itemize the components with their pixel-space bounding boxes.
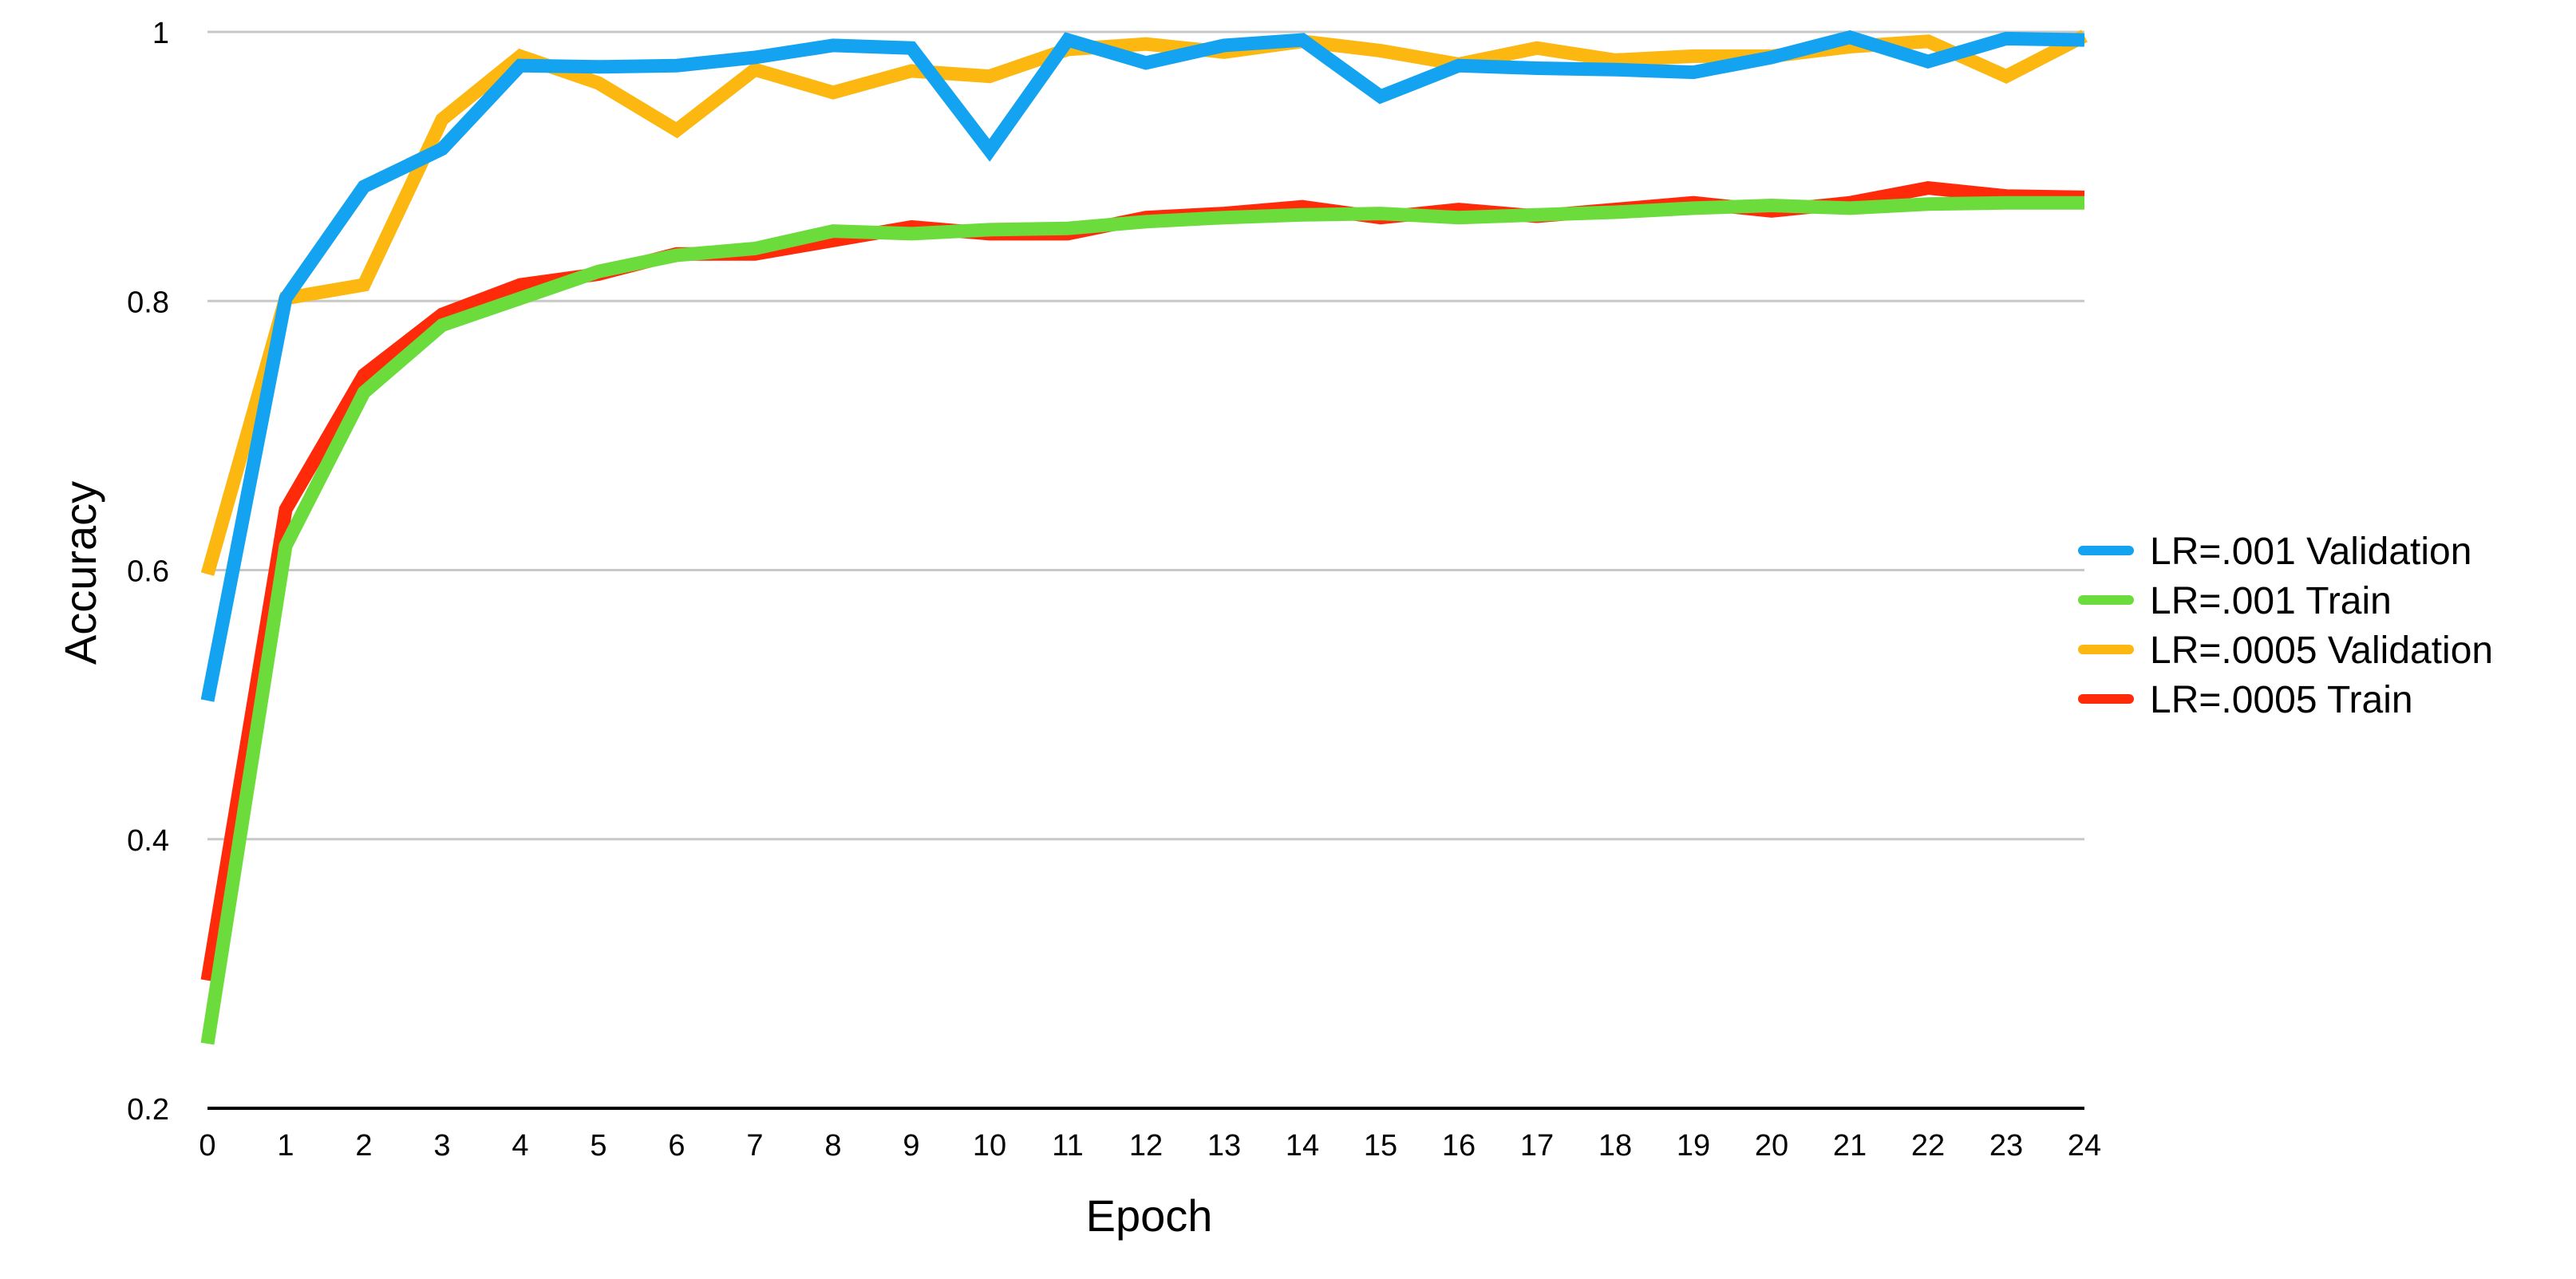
y-tick-label: 0.6 [127,555,169,589]
x-tick-label: 23 [1989,1129,2023,1163]
legend: LR=.001 Validation LR=.001 Train LR=.0005 … [2078,531,2493,721]
x-tick-label: 1 [277,1129,294,1163]
x-tick-label: 13 [1207,1129,1241,1163]
series-line-lr-001-validation [200,30,2085,702]
series-line-lr-001-train [200,195,2084,1045]
x-tick-label: 9 [903,1129,919,1163]
x-tick-label: 0 [199,1129,215,1163]
y-axis-title: Accuracy [55,481,105,665]
y-tick-label: 0.2 [127,1093,169,1127]
x-tick-label: 8 [824,1129,841,1163]
x-tick-label: 5 [590,1129,606,1163]
x-tick-label: 3 [433,1129,450,1163]
x-axis-title: Epoch [1086,1190,1213,1241]
legend-label-lr-0005-train: LR=.0005 Train [2150,679,2413,721]
x-tick-label: 21 [1833,1129,1867,1163]
x-tick-label: 12 [1129,1129,1163,1163]
legend-label-lr-001-train: LR=.001 Train [2150,580,2392,622]
x-tick-label: 15 [1364,1129,1397,1163]
x-tick-label: 6 [668,1129,685,1163]
x-tick-label: 22 [1911,1129,1945,1163]
x-tick-label: 24 [2068,1129,2101,1163]
x-tick-label: 18 [1598,1129,1632,1163]
y-tick-label: 0.4 [127,824,169,858]
x-tick-label: 10 [973,1129,1006,1163]
x-tick-label: 7 [746,1129,763,1163]
x-tick-label: 4 [512,1129,528,1163]
legend-label-lr-0005-validation: LR=.0005 Validation [2150,630,2493,672]
x-tick-label: 20 [1755,1129,1788,1163]
x-tick-label: 14 [1286,1129,1319,1163]
y-tick-label: 0.8 [127,286,169,319]
x-tick-label: 19 [1677,1129,1710,1163]
legend-label-lr-001-validation: LR=.001 Validation [2150,531,2471,573]
x-tick-label: 16 [1442,1129,1476,1163]
x-tick-label: 17 [1520,1129,1554,1163]
axes: 0.20.40.60.810 1 2 3 4 5 6 7 8 9 10 11 12 13 14 15 16 17 1… [127,17,2101,1163]
y-tick-label: 1 [152,17,169,50]
grid-lines [207,30,2084,841]
series-lines [200,30,2088,1045]
x-tick-label: 2 [355,1129,372,1163]
x-tick-label: 11 [1052,1129,1083,1163]
